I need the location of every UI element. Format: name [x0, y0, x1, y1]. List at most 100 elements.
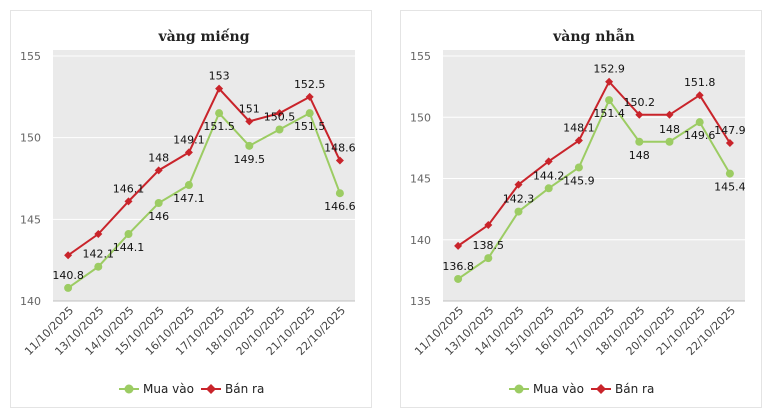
data-label: 147.9 [714, 124, 746, 137]
data-label: 148.6 [324, 142, 356, 155]
data-point-mua-vao [305, 109, 314, 118]
data-point-mua-vao [275, 125, 284, 134]
data-label: 146.1 [113, 182, 145, 195]
data-label: 150.5 [264, 111, 296, 124]
data-point-ban-ra [454, 241, 463, 250]
data-label: 145.4 [714, 181, 746, 194]
legend-label-mua-vao: Mua vào [143, 382, 194, 396]
plot-background [443, 50, 745, 301]
data-label: 151.4 [593, 107, 625, 120]
data-point-mua-vao [184, 181, 193, 190]
data-label: 151.8 [684, 76, 716, 89]
data-label: 150.2 [624, 96, 656, 109]
data-label: 142.1 [83, 248, 115, 261]
chart-panel-vang-nhan: vàng nhẫn 135 140 145 150 155 11/10/2025 13/10/… [400, 10, 762, 408]
plot-background [53, 50, 355, 301]
data-label: 153 [209, 70, 230, 83]
y-tick-label: 140 [410, 234, 431, 247]
data-label: 146 [148, 210, 169, 223]
data-point-ban-ra [635, 110, 644, 119]
data-label: 149.6 [684, 129, 716, 142]
data-point-ban-ra [215, 84, 224, 93]
data-label: 147.1 [173, 192, 205, 205]
data-point-mua-vao [544, 184, 553, 193]
chart-svg-vang-nhan: vàng nhẫn13514014515015511/10/202513/10/… [410, 27, 746, 396]
data-point-mua-vao [484, 254, 493, 263]
data-point-ban-ra [94, 230, 103, 239]
y-tick-label: 135 [410, 295, 431, 308]
legend-marker-ban-ra [596, 384, 606, 394]
data-label: 142.3 [503, 193, 535, 206]
y-tick-label: 155 [410, 50, 431, 63]
legend-marker-ban-ra [206, 384, 216, 394]
y-tick-label: 155 [20, 50, 41, 63]
data-point-mua-vao [154, 199, 163, 207]
data-point-mua-vao [335, 189, 344, 198]
data-point-mua-vao [64, 283, 73, 292]
data-label: 144.1 [113, 241, 145, 254]
data-point-mua-vao [605, 96, 614, 105]
data-label: 151.5 [294, 120, 326, 133]
data-point-mua-vao [124, 230, 133, 239]
data-label: 144.2 [533, 169, 565, 182]
y-tick-label: 150 [410, 111, 431, 124]
y-tick-label: 150 [20, 132, 41, 145]
data-label: 136.8 [442, 260, 474, 273]
data-point-mua-vao [245, 141, 254, 150]
chart-panel-vang-mieng: vàng miếng 140 145 150 155 11/10/2025 13/10/20… [10, 10, 372, 408]
data-point-ban-ra [305, 92, 314, 101]
data-point-ban-ra [275, 109, 284, 118]
data-point-ban-ra [574, 136, 583, 145]
chart-svg-vang-mieng: vàng miếng14014515015511/10/202513/10/20… [20, 27, 356, 396]
data-point-ban-ra [245, 117, 254, 126]
data-point-mua-vao [725, 169, 734, 178]
data-point-ban-ra [605, 77, 614, 86]
y-tick-label: 145 [410, 173, 431, 186]
data-label: 152.9 [593, 63, 625, 76]
data-label: 146.6 [324, 200, 356, 213]
data-label: 138.5 [473, 239, 505, 252]
legend-label-ban-ra: Bán ra [615, 382, 654, 396]
data-point-mua-vao [665, 137, 674, 146]
series-line-mua-vao [67, 111, 341, 289]
data-point-ban-ra [695, 91, 704, 100]
data-point-mua-vao [695, 118, 704, 127]
data-point-ban-ra [665, 110, 674, 119]
data-point-ban-ra [124, 197, 133, 206]
y-tick-label: 145 [20, 213, 41, 226]
legend-label-mua-vao: Mua vào [533, 382, 584, 396]
data-label: 140.8 [52, 269, 84, 282]
data-label: 149.1 [173, 133, 205, 146]
data-point-ban-ra [484, 221, 493, 230]
data-point-ban-ra [725, 138, 734, 147]
data-point-ban-ra [514, 180, 523, 189]
data-label: 152.5 [294, 78, 326, 91]
data-point-ban-ra [64, 251, 73, 260]
legend-label-ban-ra: Bán ra [225, 382, 264, 396]
data-point-mua-vao [454, 274, 463, 283]
data-label: 148 [659, 123, 680, 136]
series-line-ban-ra [67, 86, 341, 257]
legend-marker-mua-vao [124, 384, 134, 394]
data-point-ban-ra [544, 157, 553, 166]
data-label: 149.5 [234, 153, 266, 166]
legend-marker-mua-vao [514, 384, 524, 394]
series-line-ban-ra [457, 79, 731, 247]
data-label: 148 [629, 149, 650, 162]
data-point-ban-ra [335, 156, 344, 165]
data-point-mua-vao [635, 137, 644, 146]
data-label: 148.1 [563, 122, 595, 135]
data-label: 151 [239, 102, 260, 115]
data-point-ban-ra [184, 148, 193, 157]
data-point-mua-vao [514, 207, 523, 216]
data-point-ban-ra [154, 166, 163, 175]
data-label: 151.5 [203, 120, 235, 133]
chart-title: vàng nhẫn [552, 27, 635, 45]
data-point-mua-vao [215, 109, 224, 118]
y-tick-label: 140 [20, 295, 41, 308]
data-label: 148 [148, 151, 169, 164]
data-point-mua-vao [574, 163, 583, 172]
series-line-mua-vao [457, 98, 731, 280]
chart-title: vàng miếng [157, 27, 249, 45]
data-point-mua-vao [94, 262, 103, 271]
